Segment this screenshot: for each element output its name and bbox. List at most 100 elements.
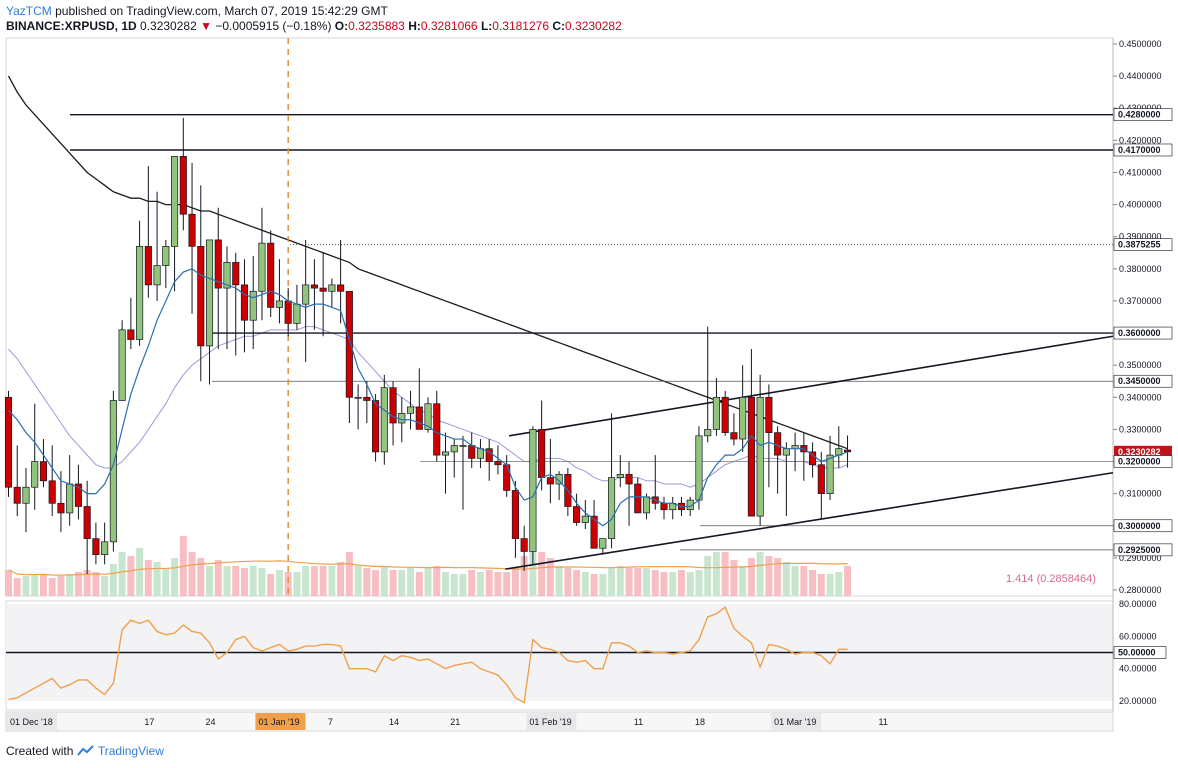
candle-down	[267, 242, 275, 308]
volume-bar	[503, 572, 511, 596]
volume-bar	[66, 574, 74, 596]
candle-down	[240, 284, 249, 321]
level-label: 0.3200000	[1118, 457, 1161, 467]
candle-up	[354, 396, 362, 399]
price-tick-label: 0.4100000	[1119, 167, 1162, 177]
time-label: 21	[450, 717, 460, 727]
rsi-tick-label: 20.00000	[1119, 696, 1157, 706]
volume-bar	[590, 574, 598, 596]
level-label: 0.3450000	[1118, 376, 1161, 386]
time-label: 7	[328, 717, 333, 727]
candle-down	[415, 406, 423, 430]
time-label: 17	[144, 717, 154, 727]
candle-down	[817, 464, 825, 494]
current-price-label: 0.3230282	[1118, 447, 1161, 457]
volume-bar	[739, 566, 747, 596]
symbol-label[interactable]: BINANCE:XRPUSD, 1D	[6, 19, 137, 33]
close-label: C:	[552, 19, 566, 33]
candle-up	[608, 477, 616, 539]
candle-down	[590, 515, 598, 549]
volume-bar	[756, 552, 764, 596]
volume-bar	[267, 574, 275, 596]
rsi-tick-label: 40.00000	[1119, 664, 1157, 674]
tradingview-brand[interactable]: TradingView	[97, 744, 164, 758]
time-label-badge	[526, 713, 577, 730]
volume-bar	[669, 572, 677, 596]
candle-down	[372, 400, 380, 453]
candle-down	[13, 486, 21, 504]
volume-bar	[337, 562, 345, 596]
candle-up	[704, 429, 712, 437]
candle-up	[441, 451, 450, 456]
candle-down	[511, 490, 519, 539]
volume-bar	[712, 552, 720, 596]
candle-up	[826, 454, 834, 494]
close-value: 0.3230282	[565, 19, 622, 33]
volume-bar	[5, 570, 12, 596]
time-label: 01 Mar '19	[774, 717, 816, 727]
price-change: −0.0005915 (−0.18%)	[215, 19, 332, 33]
volume-bar	[686, 572, 694, 596]
price-tick-label: 0.3400000	[1119, 392, 1162, 402]
volume-bar	[407, 568, 415, 596]
candle-down	[573, 506, 581, 523]
last-price: 0.3230282	[140, 19, 197, 33]
volume-bar	[555, 566, 563, 596]
price-tick-label: 0.4300000	[1119, 103, 1162, 113]
volume-bar	[118, 552, 126, 596]
volume-bar	[13, 578, 21, 596]
candle-down	[843, 449, 852, 453]
candle-up	[153, 265, 161, 286]
rsi-tick-label: 80.00000	[1119, 599, 1157, 609]
candle-up	[739, 396, 747, 440]
candle-up	[101, 541, 109, 556]
volume-bar	[293, 572, 301, 596]
price-tick-label: 0.3100000	[1119, 489, 1162, 499]
volume-bar	[232, 566, 240, 596]
candle-down	[92, 538, 100, 556]
volume-bar	[136, 548, 144, 596]
volume-bar	[310, 566, 318, 596]
volume-bar	[258, 568, 266, 596]
candle-down	[39, 461, 48, 482]
candle-down	[433, 403, 441, 456]
level-badge	[1113, 455, 1173, 468]
volume-bar	[354, 566, 362, 596]
candle-up	[529, 429, 537, 552]
author-link[interactable]: YazTCM	[6, 4, 52, 18]
candle-up	[459, 445, 467, 447]
volume-bar	[608, 568, 616, 596]
time-label-badge	[7, 713, 57, 730]
time-label: 01 Feb '19	[529, 717, 571, 727]
candle-up	[22, 486, 30, 504]
candle-up	[616, 474, 624, 478]
volume-bar	[774, 558, 782, 596]
candle-up	[223, 262, 231, 289]
candle-down	[74, 483, 82, 507]
volume-ma-line	[8, 560, 848, 576]
volume-bar	[206, 566, 214, 596]
candle-down	[83, 506, 91, 539]
candle-down	[660, 502, 668, 511]
volume-bar	[643, 568, 651, 596]
time-label: 11	[634, 717, 643, 727]
price-tick-label: 0.4500000	[1119, 39, 1162, 49]
price-tick-label: 0.2800000	[1119, 585, 1162, 595]
volume-bar	[92, 572, 100, 596]
candle-up	[205, 239, 214, 347]
candle-up	[380, 387, 388, 453]
candle-up	[136, 245, 144, 340]
volume-bar	[363, 568, 371, 596]
channel-upper-line	[508, 335, 1114, 437]
volume-bar	[800, 566, 808, 596]
candle-down	[809, 451, 817, 466]
volume-bar	[573, 570, 581, 596]
volume-bar	[485, 570, 493, 596]
volume-bar	[380, 566, 388, 596]
candle-down	[625, 474, 633, 485]
volume-bar	[48, 578, 56, 596]
volume-bar	[529, 552, 537, 596]
created-with-label: Created with	[6, 744, 74, 758]
volume-bar	[625, 568, 633, 596]
